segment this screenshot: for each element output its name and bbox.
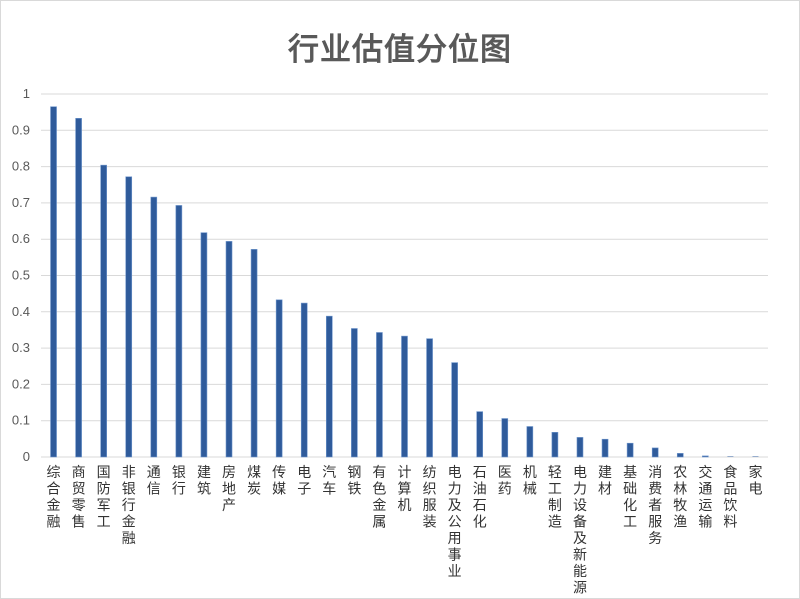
bar	[175, 205, 183, 458]
x-category-label: 家电	[748, 464, 762, 498]
bar	[651, 447, 659, 458]
bar	[702, 455, 709, 458]
bar	[752, 456, 759, 457]
x-category-label: 机械	[523, 465, 537, 498]
x-category-label: 建材	[598, 465, 612, 498]
bar	[200, 232, 208, 458]
x-category-label: 房地产	[222, 465, 236, 514]
x-category-label: 食品饮料	[723, 464, 737, 531]
bar-series	[50, 106, 759, 458]
y-tick-label: 0.6	[12, 231, 30, 246]
y-tick-label: 0.1	[12, 413, 30, 428]
x-category-label: 医药	[498, 465, 512, 498]
x-category-label: 轻工制造	[548, 465, 562, 531]
bar	[300, 302, 308, 458]
bar	[50, 106, 57, 458]
bar	[576, 437, 584, 458]
y-tick-label: 1	[23, 86, 30, 101]
bar	[401, 335, 408, 458]
bar	[727, 456, 734, 457]
bar	[676, 453, 684, 458]
bar	[526, 426, 534, 458]
x-category-label: 钢铁	[347, 465, 361, 498]
bar	[150, 196, 158, 458]
x-category-label: 商贸零售	[72, 465, 86, 531]
x-category-label: 电力及公用事业	[448, 465, 462, 580]
x-category-label: 建筑	[197, 465, 211, 498]
x-category-label: 传媒	[272, 465, 286, 498]
x-category-label: 石油石化	[473, 465, 487, 531]
bar	[325, 315, 333, 458]
y-tick-label: 0.2	[12, 376, 30, 391]
gridlines	[41, 93, 768, 458]
y-tick-label: 0.3	[12, 340, 30, 355]
x-category-label: 电子	[297, 465, 311, 498]
bar	[100, 164, 107, 458]
x-category-label: 银行	[172, 465, 186, 498]
x-category-label: 消费者服务	[648, 465, 662, 547]
bar	[601, 438, 609, 458]
bar	[75, 118, 82, 458]
bar	[250, 249, 258, 458]
y-tick-label: 0.5	[12, 268, 30, 283]
x-category-label: 电力设备及新能源	[573, 465, 587, 597]
x-category-label: 综合金融	[47, 465, 61, 531]
y-tick-label: 0	[23, 449, 30, 464]
bar	[551, 432, 559, 458]
y-tick-label: 0.4	[12, 304, 30, 319]
bar	[376, 332, 383, 458]
y-tick-label: 0.8	[12, 159, 30, 174]
x-axis-category-labels: 综合金融商贸零售国防军工非银行金融通信银行建筑房地产煤炭传媒电子汽车钢铁有色金属…	[47, 464, 763, 597]
x-category-label: 有色金属	[372, 465, 386, 531]
bar	[501, 418, 509, 458]
x-category-label: 基础化工	[623, 464, 637, 531]
x-category-label: 通信	[147, 465, 161, 498]
y-axis-tick-labels: 0 0.1 0.2 0.3 0.4 0.5 0.6 0.7 0.8 0.9 1	[12, 86, 30, 464]
bar	[225, 241, 233, 458]
x-category-label: 汽车	[322, 465, 336, 498]
y-tick-label: 0.7	[12, 195, 30, 210]
x-category-label: 纺织服装	[423, 465, 437, 531]
bar	[351, 328, 358, 458]
bar	[275, 299, 283, 458]
bar	[125, 176, 133, 458]
y-tick-label: 0.9	[12, 122, 30, 137]
x-category-label: 煤炭	[247, 465, 261, 498]
chart-title: 行业估值分位图	[288, 32, 512, 68]
x-category-label: 非银行金融	[122, 465, 136, 547]
bar	[626, 442, 634, 458]
x-category-label: 计算机	[398, 465, 412, 514]
bar	[476, 411, 484, 458]
x-category-label: 交通运输	[698, 464, 712, 531]
bar	[426, 338, 433, 458]
x-category-label: 国防军工	[97, 465, 111, 531]
bar	[451, 362, 458, 458]
x-category-label: 农林牧渔	[673, 465, 687, 531]
